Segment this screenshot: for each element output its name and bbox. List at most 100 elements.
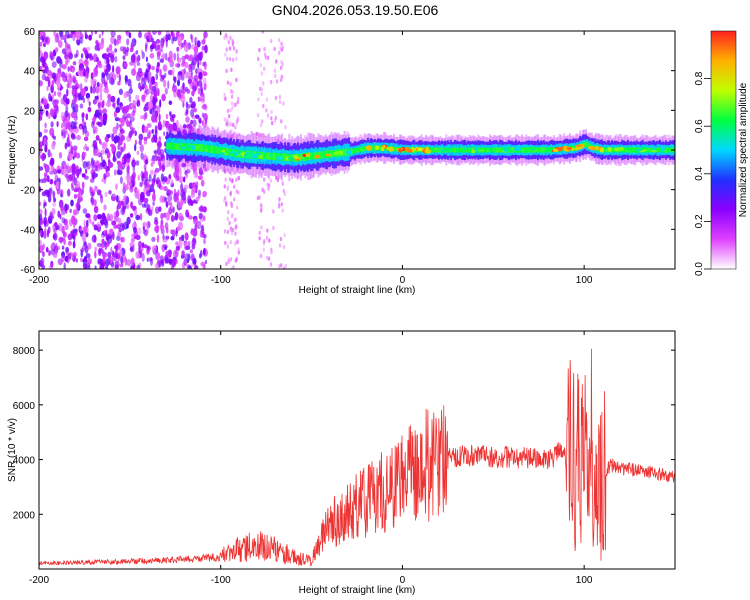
heatmap-cell	[160, 227, 165, 235]
heatmap-cell	[130, 201, 134, 209]
heatmap-cell	[606, 147, 609, 153]
heatmap-cell	[282, 244, 286, 250]
heatmap-cell	[536, 147, 539, 153]
heatmap-cell	[128, 88, 133, 94]
heatmap-cell	[465, 147, 468, 153]
heatmap-cell	[45, 246, 49, 253]
heatmap-cell	[41, 108, 45, 114]
heatmap-cell	[175, 227, 178, 237]
heatmap-cell	[223, 117, 226, 122]
heatmap-cell	[140, 77, 144, 86]
heatmap-cell	[39, 208, 43, 216]
heatmap-cell	[454, 147, 457, 153]
heatmap-cell	[186, 212, 190, 218]
heatmap-cell	[145, 43, 148, 53]
heatmap-cell	[175, 63, 180, 68]
heatmap-cell	[120, 146, 125, 153]
heatmap-cell	[262, 81, 265, 86]
heatmap-cell	[198, 144, 201, 152]
heatmap-cell	[281, 181, 284, 186]
heatmap-cell	[130, 42, 133, 49]
heatmap-cell	[228, 56, 232, 62]
heatmap-cell	[236, 116, 240, 121]
heatmap-cell	[167, 56, 173, 63]
heatmap-cell	[259, 123, 263, 128]
heatmap-cell	[235, 177, 238, 183]
heatmap-cell	[156, 146, 161, 156]
heatmap-cell	[96, 40, 99, 46]
heatmap-cell	[278, 264, 281, 269]
heatmap-cell	[92, 125, 97, 131]
heatmap-cell	[58, 40, 63, 48]
heatmap-cell	[234, 102, 238, 107]
heatmap-cell	[114, 117, 120, 122]
heatmap-cell	[164, 72, 167, 78]
heatmap-cell	[231, 57, 235, 63]
spectrogram-heatmap	[39, 31, 675, 269]
heatmap-cell	[124, 184, 129, 191]
heatmap-cell	[329, 150, 332, 158]
heatmap-cell	[190, 228, 194, 233]
heatmap-cell	[191, 187, 197, 193]
heatmap-cell	[263, 46, 266, 52]
heatmap-cell	[201, 231, 205, 238]
heatmap-cell	[203, 238, 206, 245]
heatmap-cell	[94, 234, 97, 243]
heatmap-cell	[117, 245, 121, 251]
heatmap-cell	[224, 240, 227, 246]
heatmap-cell	[99, 86, 103, 94]
heatmap-cell	[130, 264, 135, 269]
heatmap-cell	[111, 252, 117, 258]
heatmap-cell	[208, 145, 211, 153]
heatmap-cell	[94, 95, 99, 100]
heatmap-cell	[72, 61, 77, 66]
heatmap-cell	[39, 201, 42, 206]
heatmap-cell	[230, 89, 233, 94]
heatmap-cell	[39, 66, 43, 71]
heatmap-cell	[333, 151, 341, 156]
spectrogram-xlabel: Height of straight line (km)	[299, 285, 416, 296]
heatmap-cell	[144, 159, 149, 165]
heatmap-cell	[113, 224, 117, 229]
heatmap-cell	[152, 155, 155, 162]
heatmap-cell	[96, 214, 102, 220]
heatmap-cell	[112, 126, 118, 135]
heatmap-cell	[106, 213, 110, 222]
heatmap-cell	[99, 263, 105, 269]
heatmap-cell	[455, 147, 458, 153]
heatmap-cell	[154, 118, 158, 123]
heatmap-cell	[183, 258, 188, 266]
heatmap-cell	[135, 160, 140, 166]
heatmap-cell	[528, 147, 531, 153]
heatmap-cell	[50, 152, 53, 158]
heatmap-cell	[198, 192, 201, 199]
heatmap-cell	[223, 169, 226, 174]
heatmap-cell	[269, 152, 272, 160]
heatmap-cell	[433, 147, 436, 153]
heatmap-cell	[153, 134, 158, 143]
heatmap-cell	[173, 159, 179, 168]
heatmap-cell	[114, 245, 119, 250]
heatmap-cell	[231, 42, 235, 47]
heatmap-cell	[144, 231, 147, 237]
heatmap-cell	[265, 97, 269, 102]
heatmap-cell	[114, 56, 118, 63]
heatmap-cell	[266, 113, 270, 118]
heatmap-cell	[258, 133, 261, 138]
heatmap-cell	[98, 104, 101, 114]
heatmap-cell	[125, 113, 131, 119]
heatmap-cell	[57, 82, 61, 89]
heatmap-cell	[202, 71, 207, 76]
heatmap-cell	[177, 143, 180, 151]
heatmap-cell	[142, 221, 147, 227]
heatmap-cell	[199, 60, 202, 65]
heatmap-cell	[138, 31, 142, 39]
colorbar-tick-label: 0.8	[694, 71, 705, 85]
heatmap-cell	[236, 239, 239, 244]
heatmap-cell	[171, 114, 176, 119]
heatmap-cell	[231, 133, 234, 139]
heatmap-cell	[103, 241, 107, 246]
heatmap-cell	[177, 72, 182, 81]
heatmap-cell	[284, 125, 287, 130]
heatmap-cell	[165, 226, 169, 234]
